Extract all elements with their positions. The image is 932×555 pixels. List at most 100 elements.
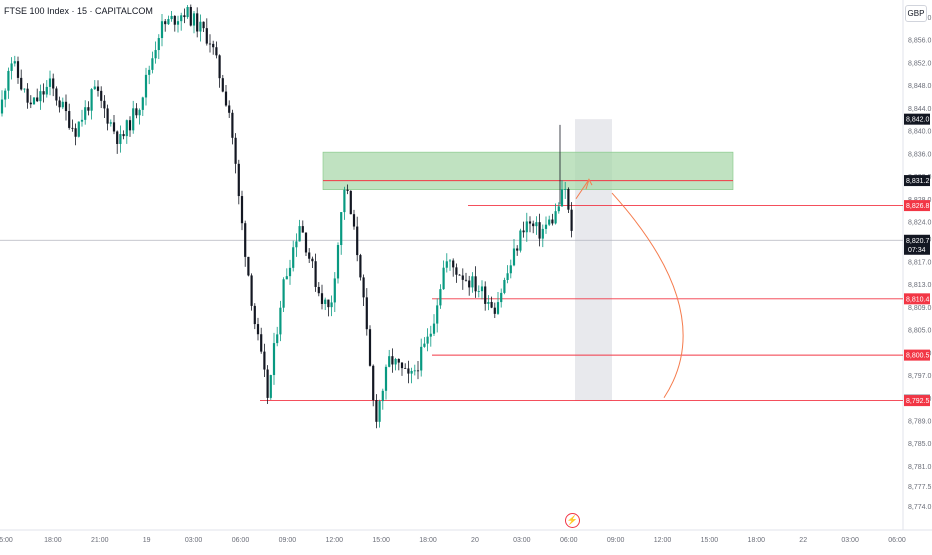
candle-body[interactable] xyxy=(260,334,263,352)
candle-body[interactable] xyxy=(455,267,458,275)
price-label[interactable]: 8,826.8 xyxy=(904,200,930,212)
candle-body[interactable] xyxy=(452,260,455,268)
candle-body[interactable] xyxy=(384,366,388,391)
candle-body[interactable] xyxy=(132,108,135,131)
candle-body[interactable] xyxy=(445,261,448,268)
candle-body[interactable] xyxy=(151,58,154,70)
candle-body[interactable] xyxy=(432,323,436,334)
candle-body[interactable] xyxy=(173,15,176,25)
candle-body[interactable] xyxy=(93,86,96,90)
candle-body[interactable] xyxy=(564,188,567,190)
candle-body[interactable] xyxy=(429,333,432,337)
candle-body[interactable] xyxy=(512,248,516,266)
candle-body[interactable] xyxy=(448,260,452,262)
candle-body[interactable] xyxy=(48,78,52,87)
candle-body[interactable] xyxy=(509,265,512,274)
candle-body[interactable] xyxy=(538,222,541,239)
candle-body[interactable] xyxy=(548,219,551,225)
candle-body[interactable] xyxy=(205,28,208,44)
candle-body[interactable] xyxy=(282,279,285,308)
price-label[interactable]: 8,792.5 xyxy=(904,395,930,407)
candle-body[interactable] xyxy=(295,241,298,248)
candle-body[interactable] xyxy=(68,111,71,128)
candle-body[interactable] xyxy=(58,100,61,108)
candle-body[interactable] xyxy=(324,299,327,304)
candle-body[interactable] xyxy=(439,289,442,306)
candle-body[interactable] xyxy=(551,219,554,224)
candle-body[interactable] xyxy=(64,101,68,112)
candle-body[interactable] xyxy=(52,78,55,89)
candle-body[interactable] xyxy=(20,77,23,90)
candle-body[interactable] xyxy=(442,267,445,290)
price-label[interactable]: 8,842.0 xyxy=(904,113,930,125)
candle-body[interactable] xyxy=(567,188,570,210)
price-label[interactable]: 8,810.4 xyxy=(904,293,930,305)
candle-body[interactable] xyxy=(375,400,378,422)
candle-body[interactable] xyxy=(394,358,397,365)
candle-body[interactable] xyxy=(464,279,468,281)
candle-body[interactable] xyxy=(423,343,426,347)
candle-body[interactable] xyxy=(365,297,368,330)
candle-body[interactable] xyxy=(368,329,372,366)
candle-body[interactable] xyxy=(128,120,132,131)
candle-body[interactable] xyxy=(381,390,384,402)
candle-body[interactable] xyxy=(196,13,199,32)
candle-body[interactable] xyxy=(292,247,295,268)
candle-body[interactable] xyxy=(308,252,311,259)
candle-body[interactable] xyxy=(55,88,58,101)
candle-body[interactable] xyxy=(39,91,42,102)
candle-body[interactable] xyxy=(237,163,240,197)
candle-body[interactable] xyxy=(224,91,228,106)
candle-body[interactable] xyxy=(256,324,260,335)
candle-body[interactable] xyxy=(90,89,93,111)
candle-body[interactable] xyxy=(400,362,404,369)
candle-body[interactable] xyxy=(125,120,128,137)
candle-body[interactable] xyxy=(42,91,45,95)
candle-body[interactable] xyxy=(480,286,484,292)
candle-body[interactable] xyxy=(202,21,205,29)
candle-body[interactable] xyxy=(484,286,487,304)
candle-body[interactable] xyxy=(391,356,394,365)
candle-body[interactable] xyxy=(436,305,439,324)
candle-body[interactable] xyxy=(500,292,503,303)
candle-body[interactable] xyxy=(532,223,535,227)
candle-body[interactable] xyxy=(372,365,375,401)
candle-body[interactable] xyxy=(240,196,244,224)
candle-body[interactable] xyxy=(263,351,266,370)
candle-body[interactable] xyxy=(208,43,212,45)
candle-body[interactable] xyxy=(23,88,26,90)
candle-body[interactable] xyxy=(189,6,192,26)
candle-body[interactable] xyxy=(560,189,564,207)
candle-body[interactable] xyxy=(343,189,346,213)
candle-body[interactable] xyxy=(535,222,538,227)
candle-body[interactable] xyxy=(199,21,202,32)
candle-body[interactable] xyxy=(340,212,343,246)
candle-body[interactable] xyxy=(0,99,4,114)
candle-body[interactable] xyxy=(180,15,183,22)
candle-body[interactable] xyxy=(528,221,532,224)
candle-body[interactable] xyxy=(84,107,87,120)
candle-body[interactable] xyxy=(304,232,308,253)
candle-body[interactable] xyxy=(330,302,333,308)
candle-body[interactable] xyxy=(103,100,106,109)
candle-body[interactable] xyxy=(487,301,490,304)
candle-body[interactable] xyxy=(288,267,292,277)
candle-body[interactable] xyxy=(471,276,474,288)
price-label[interactable]: 8,820.7 07:34 xyxy=(904,234,930,255)
candle-body[interactable] xyxy=(170,15,173,20)
candle-body[interactable] xyxy=(506,273,509,280)
candle-body[interactable] xyxy=(359,255,362,278)
candle-body[interactable] xyxy=(522,230,525,233)
candle-body[interactable] xyxy=(413,370,416,372)
candle-body[interactable] xyxy=(554,211,557,224)
candle-body[interactable] xyxy=(279,307,282,335)
currency-badge[interactable]: GBP xyxy=(905,5,927,22)
candle-body[interactable] xyxy=(525,221,528,233)
lightning-icon[interactable]: ⚡ xyxy=(565,513,580,528)
projection-arrow[interactable] xyxy=(575,179,590,200)
candle-body[interactable] xyxy=(477,291,480,292)
candle-body[interactable] xyxy=(298,226,301,242)
candle-body[interactable] xyxy=(80,119,84,122)
candle-body[interactable] xyxy=(164,21,167,25)
